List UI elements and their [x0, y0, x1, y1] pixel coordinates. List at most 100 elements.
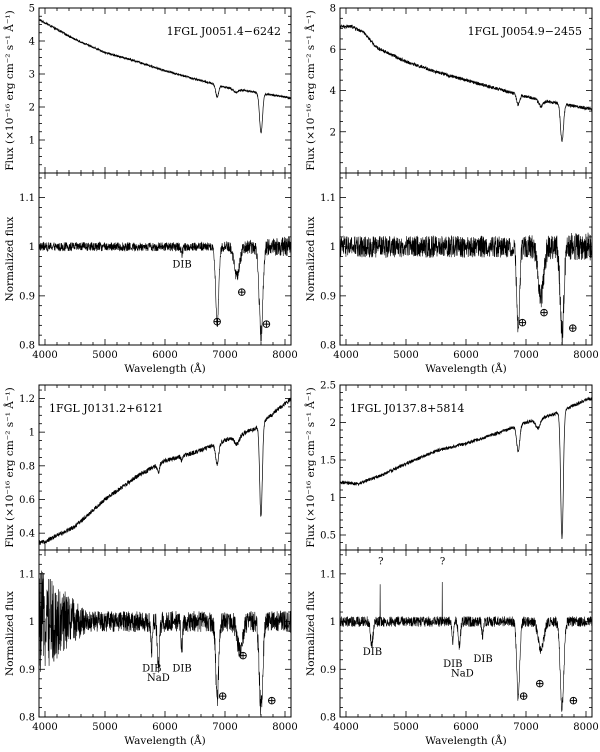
flux-y-tick-label: 2	[330, 418, 336, 429]
x-tick-label: 7000	[212, 350, 237, 361]
x-tick-label: 7000	[212, 722, 237, 733]
telluric-marker: ⊕	[261, 317, 271, 331]
telluric-marker: ⊕	[237, 285, 247, 299]
telluric-marker: ⊕	[218, 689, 228, 703]
panel-bottom-left: 4000 5000 6000 7000 8000 0.4 0.6 0.8 1 1.2 0.8 0.9 1…	[2, 384, 298, 747]
flux-y-tick-label: 2	[29, 103, 35, 114]
flux-y-axis-label: Flux (×10⁻¹⁶ erg cm⁻² s⁻¹ Å⁻¹)	[2, 387, 16, 547]
panel-bottom-right: 4000 5000 6000 7000 8000 0.5 1 1.5 2 2.5 0.8 0.9 1 1.…	[303, 381, 599, 748]
x-tick-label: 4000	[32, 350, 57, 361]
flux-y-axis-label: Flux (×10⁻¹⁶ erg cm⁻² s⁻¹ Å⁻¹)	[303, 10, 317, 170]
flux-y-axis-label: Flux (×10⁻¹⁶ erg cm⁻² s⁻¹ Å⁻¹)	[2, 10, 16, 170]
norm-y-tick-label: 1	[330, 242, 336, 253]
feature-label: DIB	[363, 647, 382, 658]
flux-y-tick-label: 2.5	[320, 381, 336, 392]
norm-frame	[339, 172, 593, 346]
flux-y-tick-label: 1	[29, 136, 35, 147]
flux-spectrum-line	[39, 18, 291, 134]
telluric-marker: ⊕	[212, 314, 222, 328]
x-tick-label: 8000	[272, 350, 297, 361]
feature-label: ?	[440, 556, 445, 567]
x-tick-label: 6000	[152, 350, 177, 361]
x-axis-label: Wavelength (Å)	[124, 361, 205, 375]
feature-label: DIB	[172, 664, 191, 675]
feature-label: NaD	[147, 673, 170, 684]
norm-y-tick-label: 1	[29, 617, 35, 628]
source-name-label: 1FGL J0054.9−2455	[468, 25, 582, 38]
normalized-spectrum-line	[39, 236, 291, 342]
norm-y-axis-label: Normalized flux	[305, 591, 317, 676]
norm-y-axis-label: Normalized flux	[305, 216, 317, 301]
norm-y-tick-label: 0.8	[320, 713, 336, 724]
flux-y-tick-label: 4	[330, 86, 336, 97]
flux-y-tick-label: 8	[330, 4, 336, 15]
flux-y-tick-label: 3	[29, 70, 35, 81]
x-tick-label: 6000	[453, 722, 478, 733]
source-name-label: 1FGL J0051.4−6242	[167, 25, 281, 38]
norm-frame	[38, 549, 292, 718]
x-axis-label: Wavelength (Å)	[124, 733, 205, 747]
norm-y-tick-label: 0.8	[320, 341, 336, 352]
x-axis-label: Wavelength (Å)	[425, 361, 506, 375]
flux-y-tick-label: 6	[330, 45, 336, 56]
norm-y-tick-label: 0.9	[320, 291, 336, 302]
norm-frame	[339, 549, 593, 718]
norm-y-tick-label: 0.8	[19, 713, 35, 724]
telluric-marker: ⊕	[238, 649, 248, 663]
telluric-marker: ⊕	[539, 305, 549, 319]
norm-y-axis-label: Normalized flux	[4, 591, 16, 676]
norm-y-tick-label: 0.9	[19, 665, 35, 676]
source-name-label: 1FGL J0131.2+6121	[49, 402, 163, 415]
flux-y-tick-label: 0.8	[19, 461, 35, 472]
flux-y-tick-label: 1	[330, 493, 336, 504]
feature-label: DIB	[172, 259, 191, 270]
feature-label: DIB	[142, 664, 161, 675]
flux-y-axis-label: Flux (×10⁻¹⁶ erg cm⁻² s⁻¹ Å⁻¹)	[303, 387, 317, 547]
x-tick-label: 8000	[573, 722, 598, 733]
norm-y-tick-label: 0.8	[19, 341, 35, 352]
flux-y-tick-label: 2	[330, 127, 336, 138]
feature-label: NaD	[451, 668, 474, 679]
norm-frame	[38, 172, 292, 346]
panel-top-left: 4000 5000 6000 7000 8000 1 2 3 4 5 0.8 0.9 1 1.1 Flux …	[2, 4, 298, 376]
feature-label: DIB	[443, 659, 462, 670]
normalized-spectrum-line	[340, 581, 592, 712]
source-name-label: 1FGL J0137.8+5814	[350, 402, 464, 415]
normalized-spectrum-line	[340, 232, 592, 345]
x-tick-label: 7000	[513, 350, 538, 361]
telluric-marker: ⊕	[568, 694, 578, 708]
flux-y-tick-label: 1	[29, 428, 35, 439]
flux-spectrum-line	[340, 396, 592, 540]
x-tick-label: 5000	[393, 350, 418, 361]
telluric-marker: ⊕	[519, 689, 529, 703]
x-tick-label: 6000	[453, 350, 478, 361]
telluric-marker: ⊕	[535, 676, 545, 690]
norm-y-axis-label: Normalized flux	[4, 216, 16, 301]
feature-label: ?	[378, 556, 383, 567]
flux-y-tick-label: 0.4	[19, 529, 35, 540]
norm-y-tick-label: 1.1	[19, 193, 35, 204]
x-tick-label: 5000	[92, 722, 117, 733]
flux-y-tick-label: 1.2	[19, 394, 35, 405]
x-tick-label: 8000	[272, 722, 297, 733]
flux-y-tick-label: 5	[29, 4, 35, 15]
norm-y-tick-label: 1	[330, 617, 336, 628]
norm-y-tick-label: 1.1	[19, 569, 35, 580]
x-tick-label: 7000	[513, 722, 538, 733]
x-tick-label: 5000	[393, 722, 418, 733]
panel-top-right: 4000 5000 6000 7000 8000 2 4 6 8 0.8 0.9 1 1.1 Flux (…	[303, 4, 599, 376]
normalized-spectrum-line	[39, 570, 291, 716]
x-axis-label: Wavelength (Å)	[425, 733, 506, 747]
norm-y-tick-label: 1.1	[320, 569, 336, 580]
flux-spectrum-line	[39, 396, 291, 545]
x-tick-label: 5000	[92, 350, 117, 361]
x-tick-label: 4000	[333, 350, 358, 361]
telluric-marker: ⊕	[568, 321, 578, 335]
telluric-marker: ⊕	[517, 315, 527, 329]
telluric-marker: ⊕	[267, 694, 277, 708]
x-tick-label: 4000	[333, 722, 358, 733]
flux-y-tick-label: 4	[29, 37, 35, 48]
norm-y-tick-label: 1.1	[320, 193, 336, 204]
flux-y-tick-label: 0.5	[320, 531, 336, 542]
